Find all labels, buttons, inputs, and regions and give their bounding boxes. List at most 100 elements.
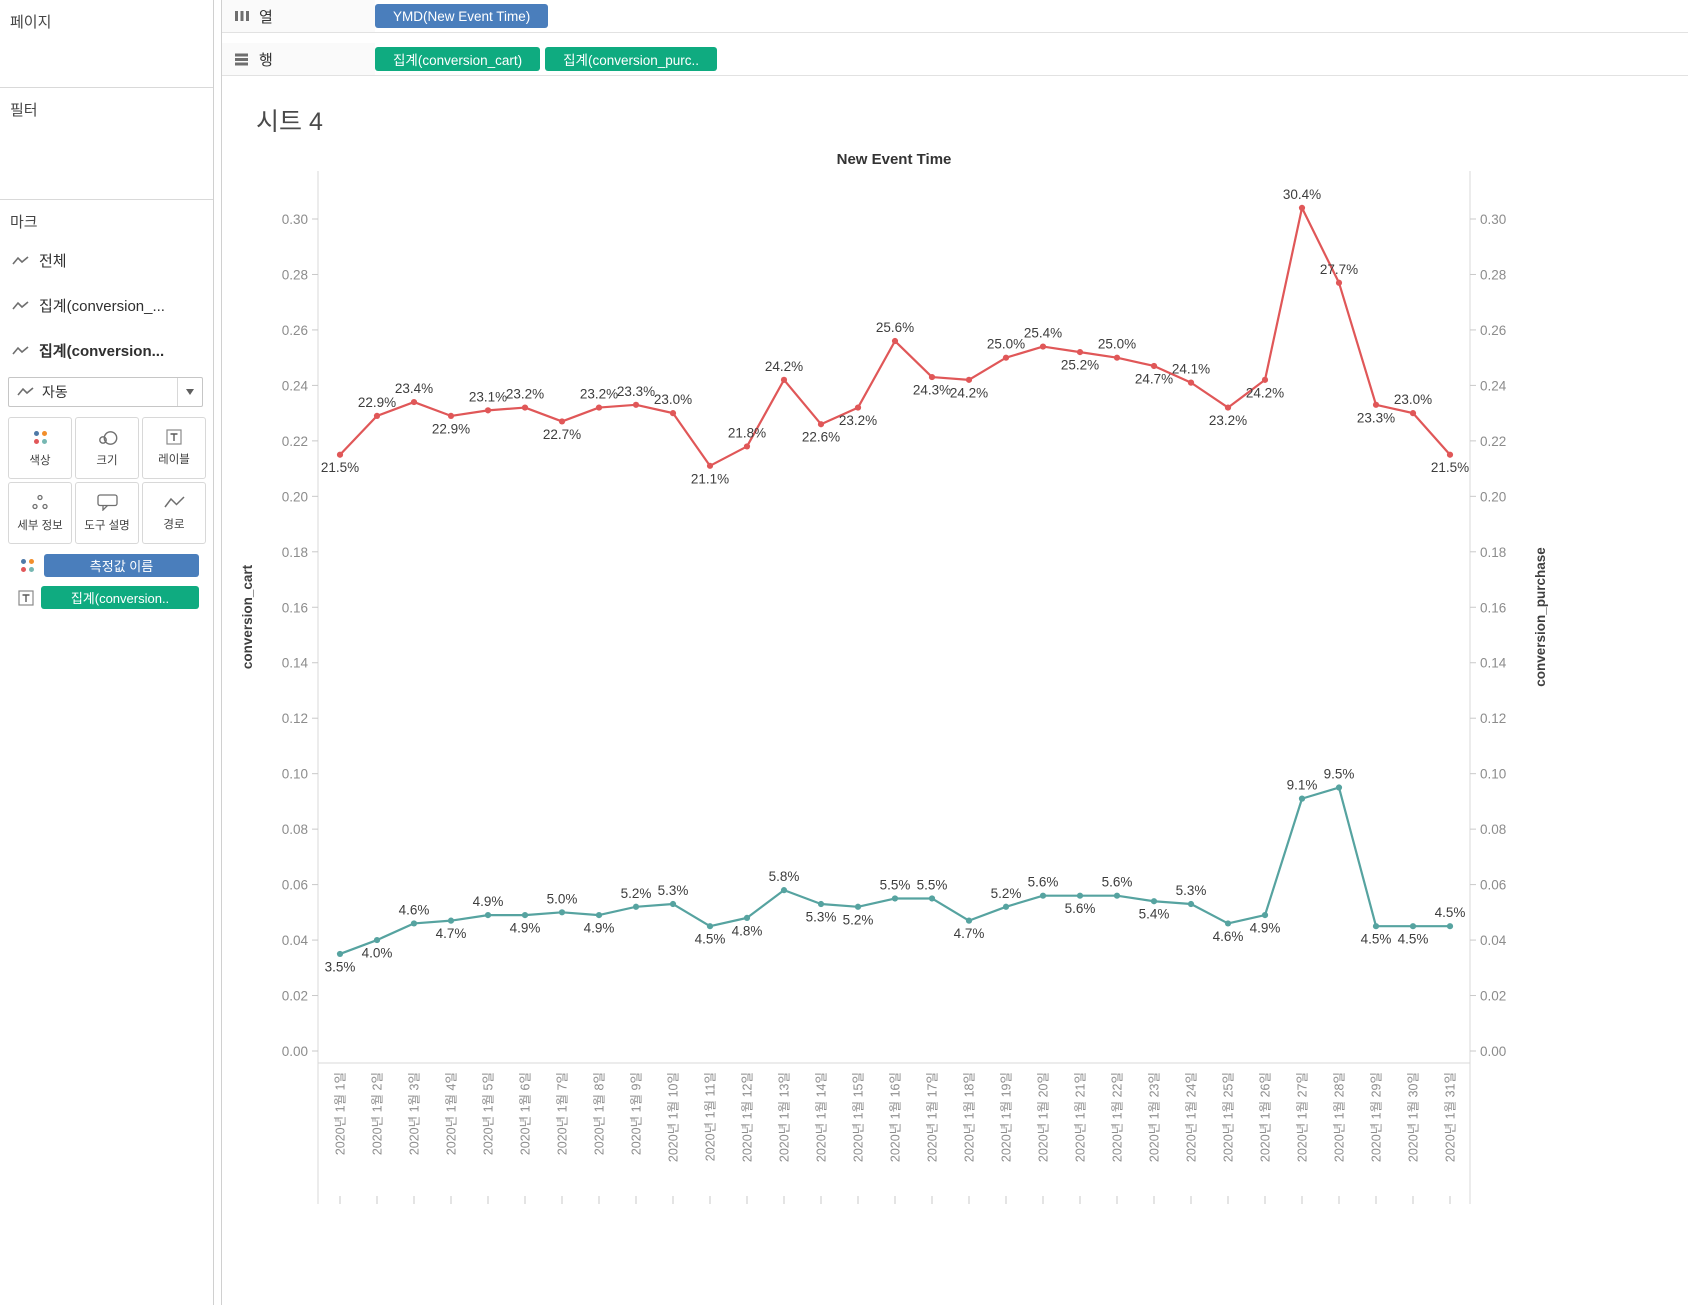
data-point[interactable] (1224, 920, 1232, 927)
marks-card-item[interactable]: 집계(conversion_... (0, 283, 213, 328)
pages-shelf[interactable]: 페이지 (0, 0, 213, 88)
data-point[interactable] (558, 418, 566, 425)
detail-button[interactable]: 세부 정보 (8, 482, 72, 544)
data-point[interactable] (373, 412, 381, 420)
data-point[interactable] (780, 376, 788, 383)
mark-type-dropdown-caret[interactable] (177, 378, 202, 406)
data-point[interactable] (965, 917, 973, 924)
series-line-conversion-purchase[interactable] (339, 786, 1450, 955)
data-point[interactable] (965, 376, 973, 383)
data-point[interactable] (447, 917, 455, 924)
data-point[interactable] (632, 401, 640, 408)
data-point[interactable] (1150, 362, 1158, 370)
color-button[interactable]: 색상 (8, 417, 72, 479)
data-point[interactable] (1187, 900, 1195, 908)
chart-title: New Event Time (837, 151, 952, 168)
rows-shelf[interactable]: 행 집계(conversion_cart) 집계(conversion_purc.… (222, 43, 1688, 76)
data-point[interactable] (521, 404, 529, 411)
shelf-pill[interactable]: 집계(conversion_purc.. (545, 47, 718, 71)
data-label: 23.2% (580, 387, 618, 402)
data-point[interactable] (891, 895, 899, 902)
data-point[interactable] (484, 912, 492, 919)
data-point[interactable] (558, 909, 566, 916)
data-point[interactable] (1261, 912, 1269, 919)
data-point[interactable] (1076, 349, 1084, 356)
label-button[interactable]: 레이블 (142, 417, 206, 479)
conversion-line-chart[interactable]: New Event Time 0.00 0.00 0.02 0.02 0.04 0.04 0.… (230, 146, 1575, 1208)
data-point[interactable] (595, 404, 603, 411)
data-point[interactable] (521, 912, 529, 919)
shelf-pill[interactable]: 집계(conversion_cart) (375, 47, 541, 71)
data-label: 4.6% (399, 902, 430, 917)
line-chart-icon (12, 345, 29, 357)
data-point[interactable] (1150, 898, 1158, 905)
data-point[interactable] (1372, 401, 1380, 408)
data-point[interactable] (336, 950, 344, 958)
data-point[interactable] (1298, 795, 1306, 802)
data-point[interactable] (410, 398, 418, 406)
tooltip-button[interactable]: 도구 설명 (75, 482, 139, 544)
data-label: 5.2% (621, 886, 652, 901)
data-point[interactable] (1409, 410, 1417, 417)
data-point[interactable] (632, 903, 640, 910)
series-line-conversion-cart[interactable] (339, 206, 1451, 467)
data-point[interactable] (1002, 354, 1010, 361)
data-point[interactable] (447, 412, 455, 420)
data-point[interactable] (928, 895, 936, 902)
marks-pill[interactable]: 집계(conversion.. (41, 586, 199, 609)
data-point[interactable] (891, 337, 899, 345)
data-point[interactable] (928, 373, 936, 381)
data-point[interactable] (1372, 923, 1380, 930)
data-point[interactable] (410, 920, 418, 927)
data-point[interactable] (595, 912, 603, 919)
data-point[interactable] (817, 421, 825, 428)
data-point[interactable] (1187, 379, 1195, 386)
data-point[interactable] (706, 462, 714, 469)
y-axis-tick-label: 0.24 (1480, 378, 1507, 393)
data-point[interactable] (743, 914, 751, 921)
data-point[interactable] (373, 936, 381, 944)
data-point[interactable] (1335, 784, 1343, 791)
size-button[interactable]: 크기 (75, 417, 139, 479)
data-label: 5.0% (547, 891, 578, 906)
data-point[interactable] (780, 887, 788, 894)
path-button[interactable]: 경로 (142, 482, 206, 544)
marks-card-item[interactable]: 집계(conversion... (0, 328, 213, 373)
data-point[interactable] (1335, 279, 1343, 286)
data-point[interactable] (1113, 354, 1121, 361)
data-point[interactable] (1039, 892, 1047, 899)
data-point[interactable] (1039, 343, 1047, 350)
x-axis-tick-label: 2020년 1월 26일 (1259, 1072, 1273, 1162)
data-point[interactable] (1446, 923, 1454, 930)
x-axis-tick-label: 2020년 1월 28일 (1333, 1072, 1347, 1162)
x-axis-tick-label: 2020년 1월 4일 (445, 1072, 459, 1155)
rows-shelf-text: 행 (259, 51, 273, 69)
data-point[interactable] (669, 410, 677, 417)
data-point[interactable] (1224, 404, 1232, 411)
data-point[interactable] (817, 900, 825, 908)
filters-shelf[interactable]: 필터 (0, 88, 213, 200)
shelf-pill[interactable]: YMD(New Event Time) (375, 4, 549, 28)
data-point[interactable] (706, 923, 714, 930)
data-point[interactable] (854, 404, 862, 411)
marks-card-item[interactable]: 전체 (0, 238, 213, 283)
data-point[interactable] (743, 443, 751, 450)
data-point[interactable] (336, 451, 344, 458)
data-point[interactable] (669, 900, 677, 908)
data-point[interactable] (1113, 892, 1121, 899)
data-point[interactable] (1409, 923, 1417, 930)
mark-type-dropdown[interactable]: 자동 (8, 377, 203, 407)
marks-pill[interactable]: 측정값 이름 (44, 554, 199, 577)
data-point[interactable] (1002, 903, 1010, 910)
columns-shelf-pills: YMD(New Event Time) (375, 4, 549, 28)
data-point[interactable] (1076, 892, 1084, 899)
data-point[interactable] (1298, 204, 1306, 212)
data-point[interactable] (484, 407, 492, 414)
data-label: 5.5% (880, 877, 911, 892)
data-point[interactable] (1261, 376, 1269, 383)
data-point[interactable] (854, 903, 862, 910)
columns-shelf[interactable]: 열 YMD(New Event Time) (222, 0, 1688, 33)
data-label: 22.6% (802, 430, 840, 445)
mark-button-label: 크기 (96, 454, 118, 467)
data-point[interactable] (1446, 451, 1454, 458)
